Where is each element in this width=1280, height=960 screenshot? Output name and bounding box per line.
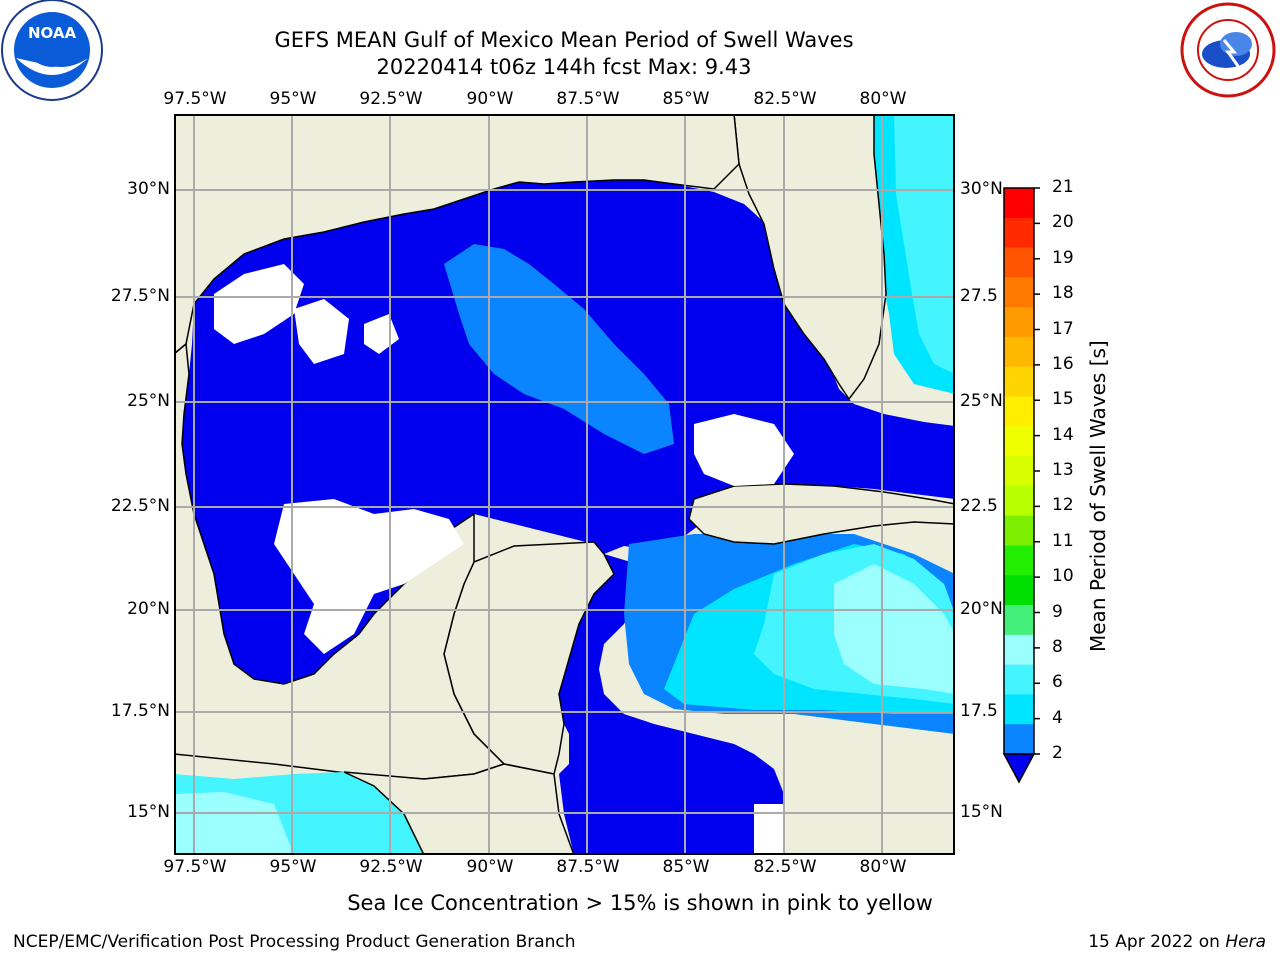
lon-label-bottom: 80°W — [859, 857, 907, 877]
footer-date-text: 15 Apr 2022 on — [1088, 932, 1220, 952]
colorbar-tick-label: 9 — [1052, 601, 1063, 622]
footer-host: Hera — [1225, 932, 1266, 952]
colorbar-tick-label: 15 — [1052, 389, 1074, 410]
colorbar-segment — [1004, 664, 1034, 695]
colorbar-tick-label: 2 — [1052, 743, 1063, 763]
lat-label-right: 20°N — [960, 599, 1003, 619]
colorbar-tick-label: 11 — [1052, 530, 1074, 551]
cuba-land — [688, 483, 955, 545]
colorbar-tick-label: 6 — [1052, 672, 1063, 693]
colorbar-tick-label: 4 — [1052, 707, 1063, 728]
footer-branch: NCEP/EMC/Verification Post Processing Pr… — [13, 932, 576, 952]
map-title: GEFS MEAN Gulf of Mexico Mean Period of … — [274, 28, 854, 52]
lat-label-left: 30°N — [127, 179, 170, 199]
colorbar-title: Mean Period of Swell Waves [s] — [1086, 340, 1110, 652]
lat-label-left: 22.5°N — [110, 496, 170, 516]
colorbar-tick-label: 16 — [1052, 353, 1074, 374]
lat-label-right: 30°N — [960, 179, 1003, 199]
sea-ice-caption: Sea Ice Concentration > 15% is shown in … — [0, 891, 1280, 915]
colorbar-tick-label: 21 — [1052, 177, 1074, 197]
noaa-logo: NOAA — [1, 0, 103, 101]
lon-label-bottom: 92.5°W — [359, 857, 423, 877]
no-data-patches — [214, 264, 794, 855]
colorbar-segment — [1004, 456, 1034, 487]
lon-label-top: 85°W — [662, 89, 710, 109]
colorbar-segment — [1004, 277, 1034, 308]
colorbar-segment — [1004, 485, 1034, 517]
colorbar-tick-label: 14 — [1052, 424, 1074, 445]
us-coast-land — [174, 114, 740, 355]
lon-label-top: 97.5°W — [163, 89, 227, 109]
colorbar-tick-label: 8 — [1052, 636, 1063, 657]
colorbar-segment — [1004, 724, 1034, 755]
graticule — [174, 114, 955, 855]
period-6-8-atlantic — [894, 114, 955, 374]
colorbar-segment — [1004, 545, 1034, 576]
nws-logo — [1180, 2, 1276, 98]
lat-label-left: 20°N — [127, 599, 170, 619]
lon-label-bottom: 82.5°W — [753, 857, 817, 877]
colorbar-segment — [1004, 366, 1034, 398]
lat-label-right: 25°N — [960, 391, 1003, 411]
svg-text:NOAA: NOAA — [28, 24, 77, 42]
lat-label-left: 27.5°N — [110, 286, 170, 306]
colorbar-segment — [1004, 605, 1034, 636]
lon-label-top: 95°W — [269, 89, 317, 109]
colorbar-segment — [1004, 515, 1034, 546]
colorbar-segment — [1004, 247, 1034, 278]
lon-label-top: 92.5°W — [359, 89, 423, 109]
colorbar-segment — [1004, 426, 1034, 457]
lat-label-right: 27.5 — [960, 286, 998, 306]
colorbar — [1002, 187, 1040, 784]
central-america-land — [343, 763, 575, 855]
colorbar-tick-label: 18 — [1052, 283, 1074, 304]
colorbar-tick-label: 20 — [1052, 212, 1074, 233]
colorbar-segment — [1004, 396, 1034, 427]
colorbar-segment — [1004, 575, 1034, 606]
colorbar-segment — [1004, 336, 1034, 368]
lat-label-left: 25°N — [127, 391, 170, 411]
caption-text: Sea Ice Concentration > 15% is shown in … — [347, 891, 933, 915]
period-8-9-caribbean — [834, 564, 955, 694]
lon-label-top: 87.5°W — [556, 89, 620, 109]
colorbar-segment — [1004, 307, 1034, 338]
lat-label-right: 22.5 — [960, 496, 998, 516]
colorbar-segment — [1004, 188, 1034, 219]
colorbar-tick-label: 10 — [1052, 566, 1074, 587]
gulf-of-mexico-map — [174, 114, 955, 855]
map-subtitle: 20220414 t06z 144h fcst Max: 9.43 — [376, 55, 752, 79]
lon-label-top: 80°W — [859, 89, 907, 109]
footer-date: 15 Apr 2022 on Hera — [1088, 932, 1266, 952]
lon-label-top: 90°W — [466, 89, 514, 109]
colorbar-tick-label: 17 — [1052, 318, 1074, 339]
lat-label-left: 15°N — [127, 802, 170, 822]
colorbar-segment — [1004, 634, 1034, 666]
pacific-light — [174, 792, 294, 855]
colorbar-segment — [1004, 694, 1034, 725]
lon-label-top: 82.5°W — [753, 89, 817, 109]
lon-label-bottom: 95°W — [269, 857, 317, 877]
colorbar-tick-label: 13 — [1052, 460, 1074, 480]
lat-label-left: 17.5°N — [110, 701, 170, 721]
colorbar-segment — [1004, 217, 1034, 249]
lat-label-right: 15°N — [960, 802, 1003, 822]
colorbar-extend-arrow — [1002, 753, 1036, 784]
lon-label-bottom: 85°W — [662, 857, 710, 877]
lat-label-right: 17.5 — [960, 701, 998, 721]
florida-land — [733, 114, 887, 401]
lon-label-bottom: 90°W — [466, 857, 514, 877]
colorbar-tick-label: 12 — [1052, 495, 1074, 516]
lon-label-bottom: 87.5°W — [556, 857, 620, 877]
colorbar-tick-label: 19 — [1052, 247, 1074, 268]
lon-label-bottom: 97.5°W — [163, 857, 227, 877]
